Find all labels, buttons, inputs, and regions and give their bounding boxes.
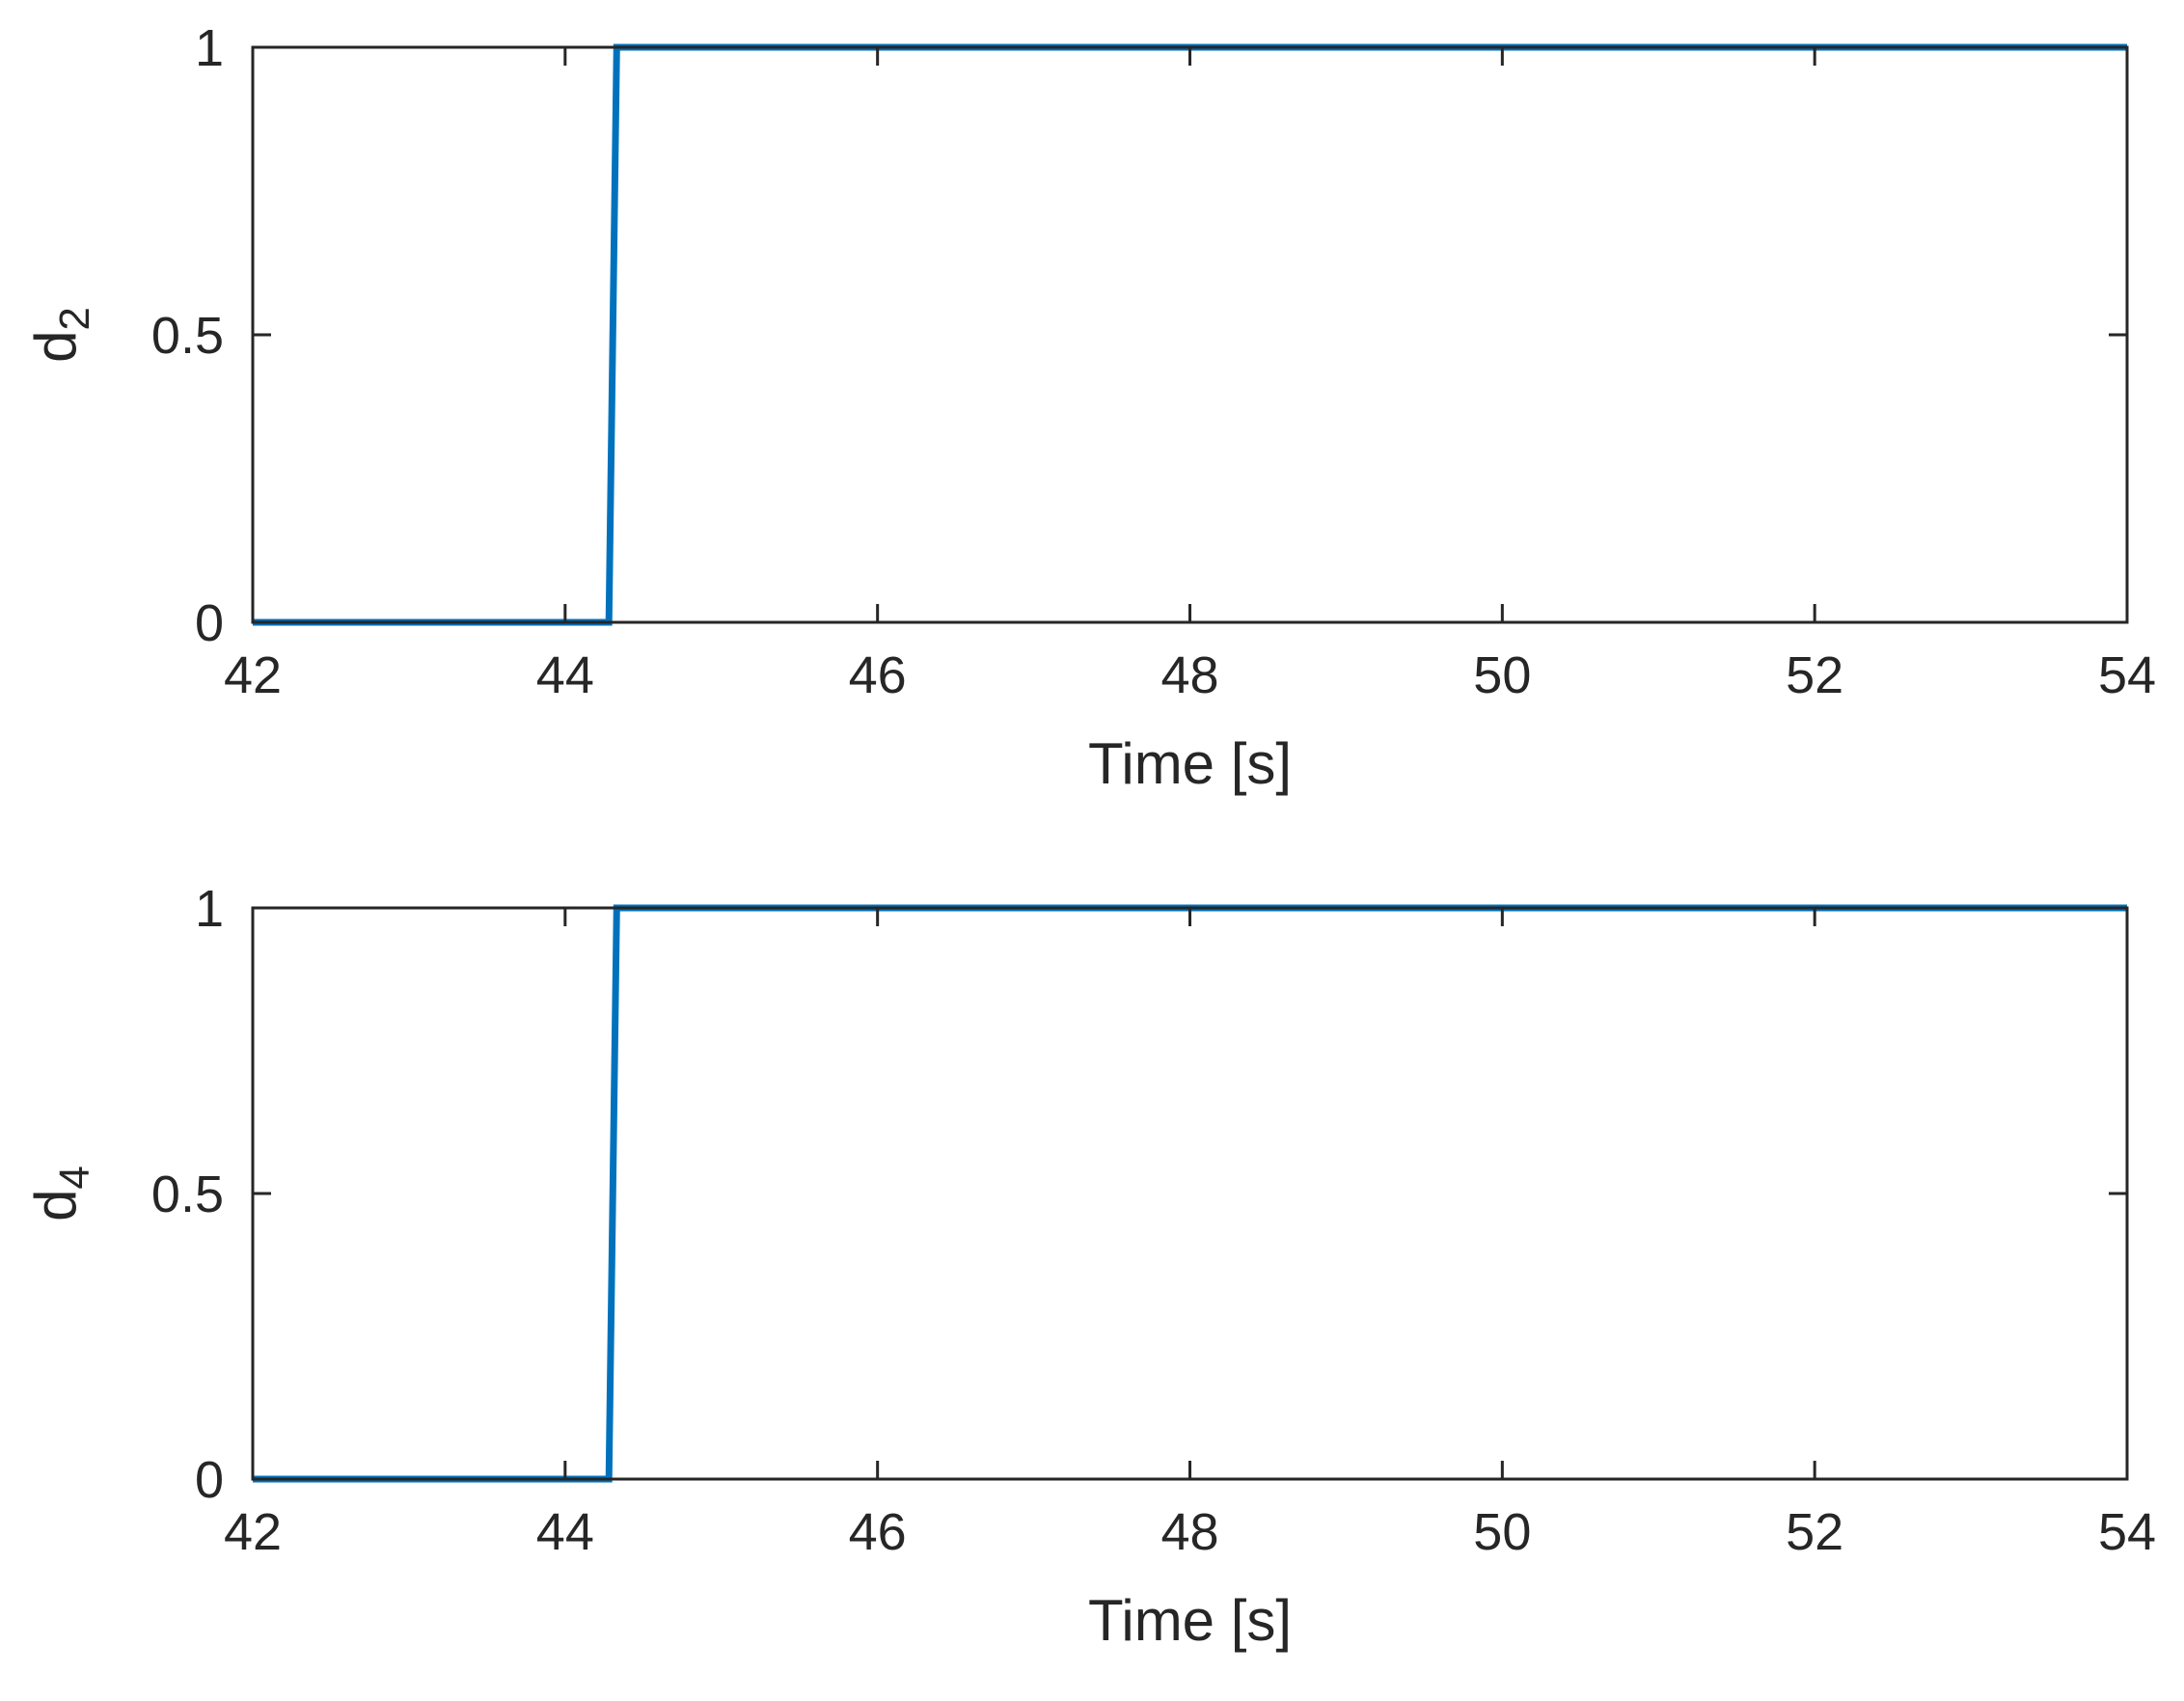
y-tick-label: 0 [195,594,224,652]
x-tick-label: 44 [536,1503,594,1561]
x-tick-label: 52 [1786,1503,1843,1561]
x-tick-label: 54 [2098,1503,2156,1561]
x-tick-label: 46 [849,646,907,704]
y-axis-label: d4 [23,1166,98,1221]
y-tick-label: 0.5 [151,307,224,365]
y-axis-label-base: d [23,1190,88,1221]
subplot-2: 42 44 46 48 50 52 54 0 0.5 1 Time [s] d4 [23,880,2156,1653]
x-tick-label: 46 [849,1503,907,1561]
subplot-1: 42 44 46 48 50 52 54 0 0.5 1 Time [s] d2 [23,19,2156,796]
y-axis-label: d2 [23,307,98,363]
x-tick-label: 42 [224,646,282,704]
x-axis-label: Time [s] [1088,731,1292,796]
y-tick-label: 1 [195,19,224,77]
x-tick-label: 48 [1160,646,1218,704]
y-axis-label-subscript: 4 [51,1166,98,1189]
y-tick-label: 1 [195,880,224,938]
x-tick-label: 50 [1473,1503,1531,1561]
y-axis-label-base: d [23,331,88,363]
y-axis-label-subscript: 2 [51,307,98,330]
y-tick-label: 0 [195,1451,224,1509]
x-tick-label: 42 [224,1503,282,1561]
x-tick-label: 44 [536,646,594,704]
x-tick-label: 48 [1160,1503,1218,1561]
x-tick-label: 50 [1473,646,1531,704]
x-tick-label: 54 [2098,646,2156,704]
y-tick-label: 0.5 [151,1166,224,1223]
x-tick-label: 52 [1786,646,1843,704]
x-axis-label: Time [s] [1088,1588,1292,1653]
